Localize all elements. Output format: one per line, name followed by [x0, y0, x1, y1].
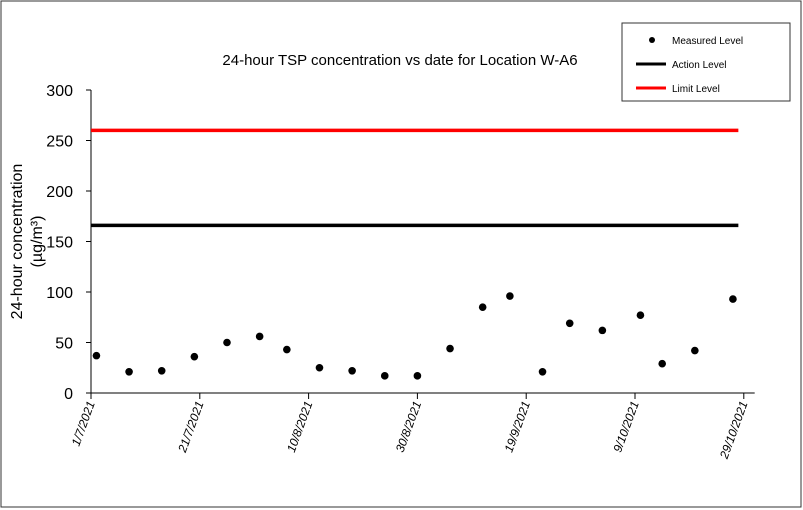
y-tick-label: 300 [46, 83, 73, 100]
y-tick-label: 100 [46, 285, 73, 302]
chart-title: 24-hour TSP concentration vs date for Lo… [222, 52, 577, 69]
data-point [92, 351, 101, 360]
data-point [315, 363, 324, 372]
data-point [283, 345, 291, 354]
data-point [598, 326, 607, 335]
data-point [729, 295, 737, 303]
data-point [538, 367, 547, 376]
data-point [636, 311, 645, 320]
data-point [658, 359, 666, 368]
data-point [125, 367, 133, 376]
data-point [348, 366, 356, 375]
data-point [506, 292, 514, 300]
legend-label: Action Level [672, 60, 726, 71]
data-point [380, 372, 389, 380]
y-axis-label: 24-hour concentration [9, 164, 26, 320]
y-axis-label: (µg/m³) [29, 216, 46, 268]
data-point [691, 346, 699, 355]
data-point [157, 366, 166, 375]
data-point [565, 319, 574, 328]
data-point [413, 372, 422, 380]
data-point [223, 338, 231, 347]
data-point [446, 344, 454, 353]
y-tick-label: 250 [46, 134, 73, 151]
data-point [478, 303, 487, 311]
legend-label: Limit Level [672, 84, 720, 95]
data-point [190, 352, 199, 361]
y-tick-label: 0 [64, 386, 73, 403]
legend-marker [649, 37, 655, 43]
y-tick-label: 50 [55, 336, 73, 353]
y-tick-label: 200 [46, 184, 73, 201]
legend-label: Measured Level [672, 36, 743, 47]
y-tick-label: 150 [46, 235, 73, 252]
data-point [255, 332, 264, 341]
